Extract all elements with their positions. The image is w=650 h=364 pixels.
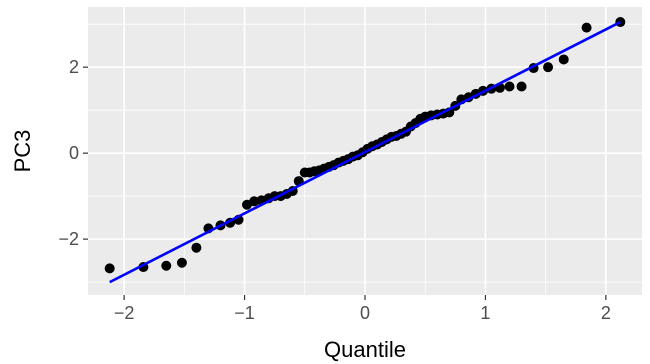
reference-line <box>109 20 621 284</box>
y-tick-label: 2 <box>69 57 79 77</box>
x-tick-label: 1 <box>480 303 490 323</box>
data-point <box>558 54 569 65</box>
x-tick-label: 2 <box>601 303 611 323</box>
data-point <box>249 196 260 207</box>
data-point <box>516 81 527 92</box>
x-tick-label: −2 <box>114 303 135 323</box>
x-tick-label: −1 <box>234 303 255 323</box>
y-axis-title: PC3 <box>10 130 35 173</box>
y-axis-ticks: −2 0 2 <box>58 57 88 249</box>
x-tick-label: 0 <box>360 303 370 323</box>
x-axis-ticks: −2 −1 0 1 2 <box>114 295 611 323</box>
data-point <box>543 62 554 73</box>
data-point <box>176 257 187 268</box>
data-point <box>104 263 115 274</box>
y-tick-label: 0 <box>69 143 79 163</box>
y-tick-label: −2 <box>58 229 79 249</box>
data-point <box>191 242 202 253</box>
data-point <box>581 22 592 33</box>
data-point <box>161 260 172 271</box>
data-point <box>504 81 515 92</box>
x-axis-title: Quantile <box>324 337 406 362</box>
